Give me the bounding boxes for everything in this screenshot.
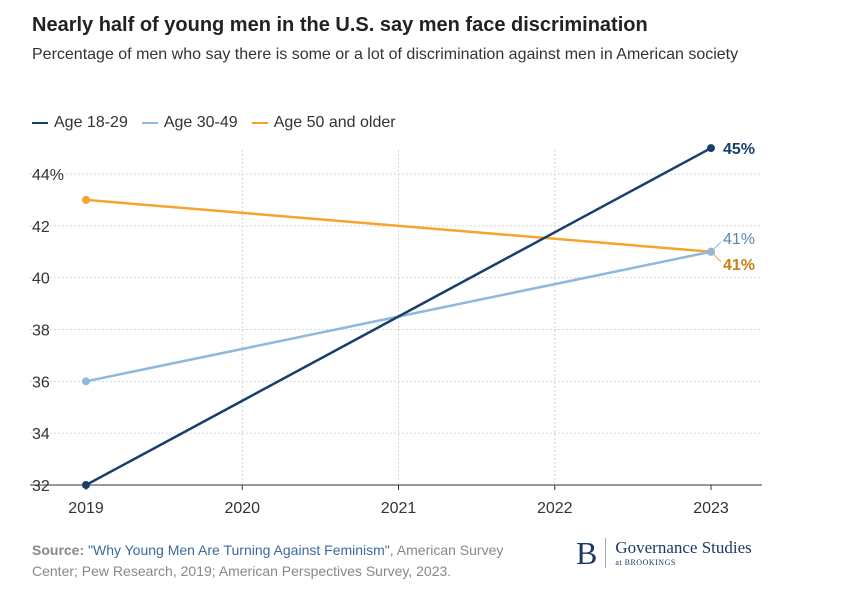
x-tick-label-2020: 2020 — [224, 500, 260, 517]
legend-item-age-18-29: Age 18-29 — [32, 114, 128, 132]
logo-sub-text: at BROOKINGS — [615, 557, 676, 567]
x-tick-label-2021: 2021 — [381, 500, 417, 517]
legend-swatch-age-30-49 — [141, 121, 158, 125]
y-tick-label-32: 32 — [32, 478, 50, 495]
end-label-age-30-49: 41% — [723, 231, 755, 248]
line-chart: 44% 42 40 38 36 34 32 2019 2020 2021 2022 2023 45% 41… — [30, 141, 762, 517]
logo-main-text: Governance Studies — [615, 537, 752, 557]
chart-title: Nearly half of young men in the U.S. say… — [32, 14, 648, 36]
source-note: Source: "Why Young Men Are Turning Again… — [32, 540, 532, 582]
end-label-age-18-29: 45% — [723, 141, 755, 158]
legend-label-age-18-29: Age 18-29 — [54, 114, 128, 131]
y-tick-label-36: 36 — [32, 374, 50, 391]
y-tick-label-34: 34 — [32, 426, 50, 443]
y-tick-label-40: 40 — [32, 271, 50, 288]
source-label: Source: — [32, 542, 85, 558]
brookings-logo: B Governance Studies at BROOKINGS — [576, 537, 752, 569]
point-age-30-49-2019 — [82, 377, 90, 386]
y-tick-label-44: 44% — [32, 167, 64, 184]
legend-item-age-30-49: Age 30-49 — [141, 114, 238, 132]
logo-letter: B — [576, 535, 598, 571]
end-label-age-50-plus: 41% — [723, 257, 755, 274]
series-line-age-18-29 — [84, 146, 713, 487]
y-tick-label-42: 42 — [32, 219, 50, 236]
legend-swatch-age-50-plus — [251, 121, 268, 125]
leader-line-age-30-49 — [712, 241, 722, 251]
source-link[interactable]: "Why Young Men Are Turning Against Femin… — [88, 542, 390, 558]
series-line-age-50-plus — [84, 198, 713, 253]
legend-swatch-age-18-29 — [32, 121, 48, 125]
chart-subtitle: Percentage of men who say there is some … — [32, 46, 739, 63]
source-rest: , American Survey Center; Pew Research, … — [32, 542, 504, 579]
point-age-18-29-2023 — [707, 144, 715, 153]
point-age-18-29-2019 — [82, 481, 90, 489]
legend-item-age-50-plus: Age 50 and older — [251, 114, 396, 132]
x-tick-label-2019: 2019 — [68, 500, 104, 517]
logo-text: Governance Studies at BROOKINGS — [615, 538, 751, 569]
logo-divider — [605, 538, 607, 568]
x-tick-label-2023: 2023 — [693, 500, 729, 517]
legend: Age 18-29 Age 30-49 Age 50 and older — [32, 114, 410, 132]
leader-line-age-50-plus — [712, 253, 722, 263]
legend-label-age-30-49: Age 30-49 — [163, 114, 238, 131]
y-tick-label-38: 38 — [32, 323, 50, 340]
x-tick-label-2022: 2022 — [537, 500, 573, 517]
point-age-50-plus-2019 — [82, 195, 90, 204]
legend-label-age-50-plus: Age 50 and older — [273, 114, 396, 131]
